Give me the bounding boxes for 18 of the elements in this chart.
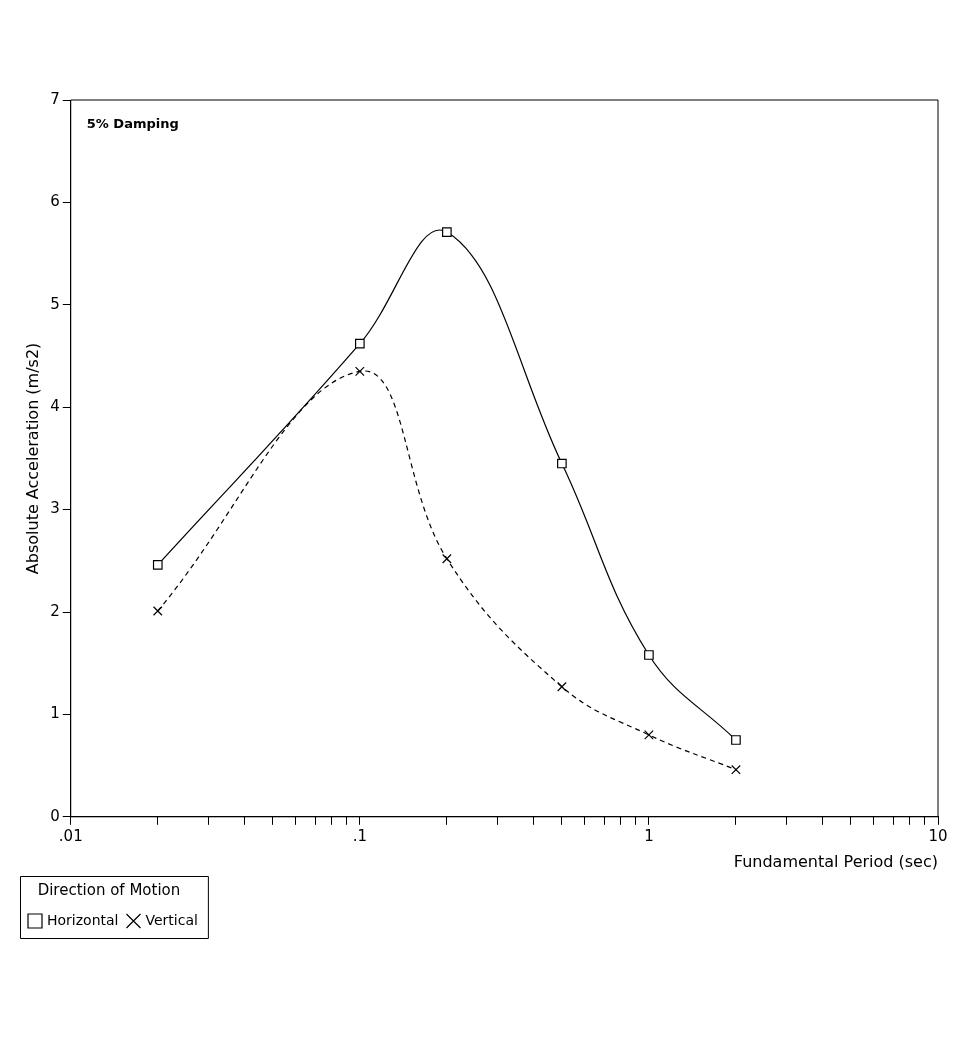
x-tick-label: .01 bbox=[58, 826, 83, 845]
y-tick-label: 3 bbox=[50, 499, 60, 518]
y-tick-label: 1 bbox=[50, 704, 60, 723]
x-tick-label: .1 bbox=[352, 826, 367, 845]
x-tick-label: 1 bbox=[644, 826, 654, 845]
legend-title: Direction of Motion bbox=[37, 881, 181, 900]
x-axis-title: Fundamental Period (sec) bbox=[733, 851, 938, 871]
x-tick-label: 10 bbox=[928, 826, 948, 845]
y-tick-label: 7 bbox=[50, 89, 60, 108]
legend-label: Horizontal bbox=[47, 911, 119, 928]
legend-label: Vertical bbox=[145, 911, 198, 928]
y-tick-label: 2 bbox=[50, 601, 60, 620]
y-axis-title: Absolute Acceleration (m/s2) bbox=[22, 342, 42, 575]
y-tick-label: 0 bbox=[50, 806, 60, 825]
annotation: 5% Damping bbox=[86, 115, 179, 131]
y-tick-label: 4 bbox=[50, 397, 60, 416]
y-tick-label: 6 bbox=[50, 192, 60, 211]
y-tick-label: 5 bbox=[50, 294, 60, 313]
